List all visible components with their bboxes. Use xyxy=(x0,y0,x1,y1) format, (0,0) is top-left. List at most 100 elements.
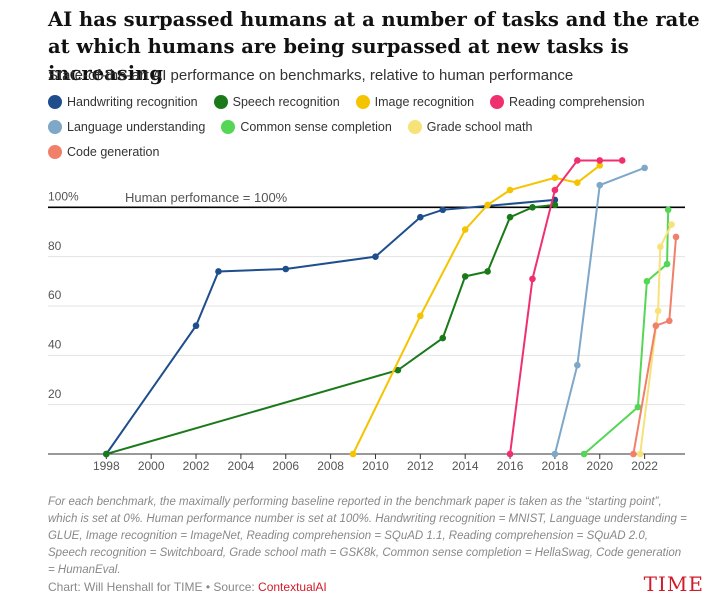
legend-swatch xyxy=(213,94,228,109)
data-point xyxy=(574,157,581,164)
data-point xyxy=(574,179,581,186)
data-point xyxy=(652,322,660,330)
series-line xyxy=(106,203,556,455)
legend-label: Grade school math xyxy=(426,119,533,134)
x-tick-label: 2022 xyxy=(631,459,658,473)
data-point xyxy=(215,268,222,275)
y-tick-label: 40 xyxy=(48,338,62,352)
data-point xyxy=(484,201,491,209)
y-tick-label: 20 xyxy=(48,387,62,401)
data-point xyxy=(657,243,664,251)
data-point xyxy=(672,233,680,241)
y-tick-label: 60 xyxy=(48,288,62,302)
x-tick-label: 2008 xyxy=(317,459,344,473)
series-line xyxy=(352,164,601,455)
data-point xyxy=(461,226,469,233)
series-line xyxy=(553,166,645,455)
data-point xyxy=(636,450,644,458)
data-point xyxy=(551,450,559,458)
data-point xyxy=(192,322,200,330)
x-tick-label: 1998 xyxy=(93,459,120,473)
legend-swatch xyxy=(48,144,62,159)
legend-label: Reading comprehension xyxy=(509,94,645,109)
data-point xyxy=(596,181,604,189)
logo: TIME xyxy=(643,572,704,596)
y-tick-label: 100% xyxy=(48,190,79,204)
legend-item: Reading comprehension xyxy=(490,92,645,111)
chart-subtitle: State-of-the-art AI performance on bench… xyxy=(48,67,574,84)
x-tick-label: 2012 xyxy=(407,459,434,473)
legend-label: Image recognition xyxy=(374,94,475,109)
legend-label: Language understanding xyxy=(67,119,206,134)
data-point xyxy=(506,213,514,221)
data-point xyxy=(506,450,514,458)
credit: Chart: Will Henshall for TIME • Source: … xyxy=(48,580,327,594)
data-point xyxy=(372,253,379,260)
data-point xyxy=(551,186,559,194)
data-point xyxy=(596,162,604,169)
legend-item: Image recognition xyxy=(355,92,475,111)
x-tick-label: 2018 xyxy=(542,459,569,473)
data-point xyxy=(529,204,536,211)
data-point xyxy=(551,201,559,209)
legend-label: Handwriting recognition xyxy=(67,94,198,109)
legend-swatch xyxy=(490,94,505,109)
data-point xyxy=(282,265,290,273)
x-tick-label: 2020 xyxy=(586,459,613,473)
series-line xyxy=(105,198,555,455)
legend-item: Handwriting recognition xyxy=(48,92,198,111)
credit-text: Chart: Will Henshall for TIME • Source: xyxy=(48,580,259,594)
data-point xyxy=(618,157,626,164)
source-link[interactable]: ContextualAI xyxy=(258,580,327,594)
legend-swatch xyxy=(355,94,370,109)
reference-label: Human perfomance = 100% xyxy=(125,190,288,205)
series-line xyxy=(639,224,673,455)
data-point xyxy=(439,206,447,214)
legend-swatch xyxy=(48,94,62,109)
legend-swatch xyxy=(48,119,62,134)
series-line xyxy=(632,236,678,455)
data-point xyxy=(630,450,637,458)
data-point xyxy=(641,164,648,172)
x-tick-label: 2002 xyxy=(183,459,210,473)
data-point xyxy=(417,312,424,320)
data-point xyxy=(654,307,662,315)
series-line xyxy=(509,159,623,455)
data-point xyxy=(394,366,402,374)
data-point xyxy=(665,317,673,325)
data-point xyxy=(551,174,559,182)
legend-label: Code generation xyxy=(67,144,160,159)
x-tick-label: 2000 xyxy=(138,459,165,473)
data-point xyxy=(580,450,588,458)
data-point xyxy=(634,403,642,411)
data-point xyxy=(668,221,675,228)
data-point xyxy=(506,186,514,194)
legend-swatch xyxy=(407,119,422,134)
y-tick-label: 80 xyxy=(48,239,62,253)
legend-item: Language understanding xyxy=(48,117,205,136)
legend-label: Speech recognition xyxy=(232,94,340,109)
legend-swatch xyxy=(221,119,236,134)
legend-item: Speech recognition xyxy=(213,92,340,111)
x-tick-label: 2014 xyxy=(452,459,479,473)
x-tick-label: 2004 xyxy=(228,459,255,473)
legend-item: Grade school math xyxy=(407,117,533,136)
data-point xyxy=(529,275,536,283)
data-point xyxy=(417,213,424,221)
x-tick-label: 2010 xyxy=(362,459,389,473)
data-point xyxy=(663,260,671,268)
data-point xyxy=(484,268,491,275)
data-point xyxy=(103,450,110,458)
x-tick-label: 2006 xyxy=(272,459,299,473)
data-point xyxy=(596,157,604,164)
legend: Handwriting recognition Speech recognitio… xyxy=(48,92,648,161)
legend-item: Code generation xyxy=(48,142,159,161)
legend-label: Common sense completion xyxy=(240,119,392,134)
notes: For each benchmark, the maximally perfor… xyxy=(48,496,687,576)
chart-title: AI has surpassed humans at a number of t… xyxy=(48,8,700,85)
x-tick-label: 2016 xyxy=(497,459,524,473)
data-point xyxy=(349,450,357,458)
data-point xyxy=(643,278,651,285)
